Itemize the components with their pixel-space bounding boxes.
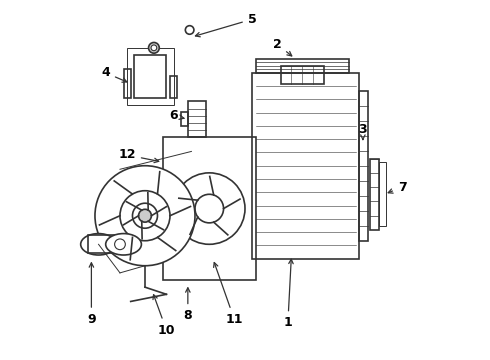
Circle shape	[115, 239, 125, 249]
Bar	[181, 112, 188, 126]
Text: 4: 4	[101, 66, 127, 82]
Circle shape	[95, 166, 195, 266]
Circle shape	[139, 209, 151, 222]
Bar	[281, 66, 323, 84]
Text: 5: 5	[196, 13, 257, 37]
Bar	[127, 48, 173, 105]
Bar	[163, 137, 256, 280]
Bar	[123, 69, 131, 98]
Text: 10: 10	[153, 295, 175, 337]
Text: 7: 7	[388, 181, 407, 194]
Text: 3: 3	[359, 123, 367, 140]
Bar	[252, 73, 359, 258]
Ellipse shape	[81, 234, 117, 255]
Bar	[256, 59, 348, 73]
Bar	[188, 102, 206, 137]
Bar	[379, 162, 386, 226]
Ellipse shape	[106, 234, 142, 255]
Circle shape	[120, 191, 170, 241]
Circle shape	[185, 26, 194, 34]
Text: 1: 1	[284, 259, 293, 329]
Bar	[134, 55, 167, 98]
Circle shape	[173, 173, 245, 244]
Bar	[170, 76, 177, 98]
Circle shape	[148, 42, 159, 53]
Circle shape	[195, 194, 223, 223]
Text: 6: 6	[169, 109, 184, 122]
Bar	[88, 235, 123, 253]
Text: 8: 8	[184, 288, 192, 322]
Text: 11: 11	[214, 262, 243, 326]
Circle shape	[151, 45, 157, 51]
Text: 9: 9	[87, 263, 96, 326]
Text: 12: 12	[119, 148, 159, 163]
Text: 2: 2	[273, 38, 292, 56]
Bar	[370, 158, 379, 230]
Circle shape	[132, 203, 157, 228]
Bar	[359, 91, 368, 241]
